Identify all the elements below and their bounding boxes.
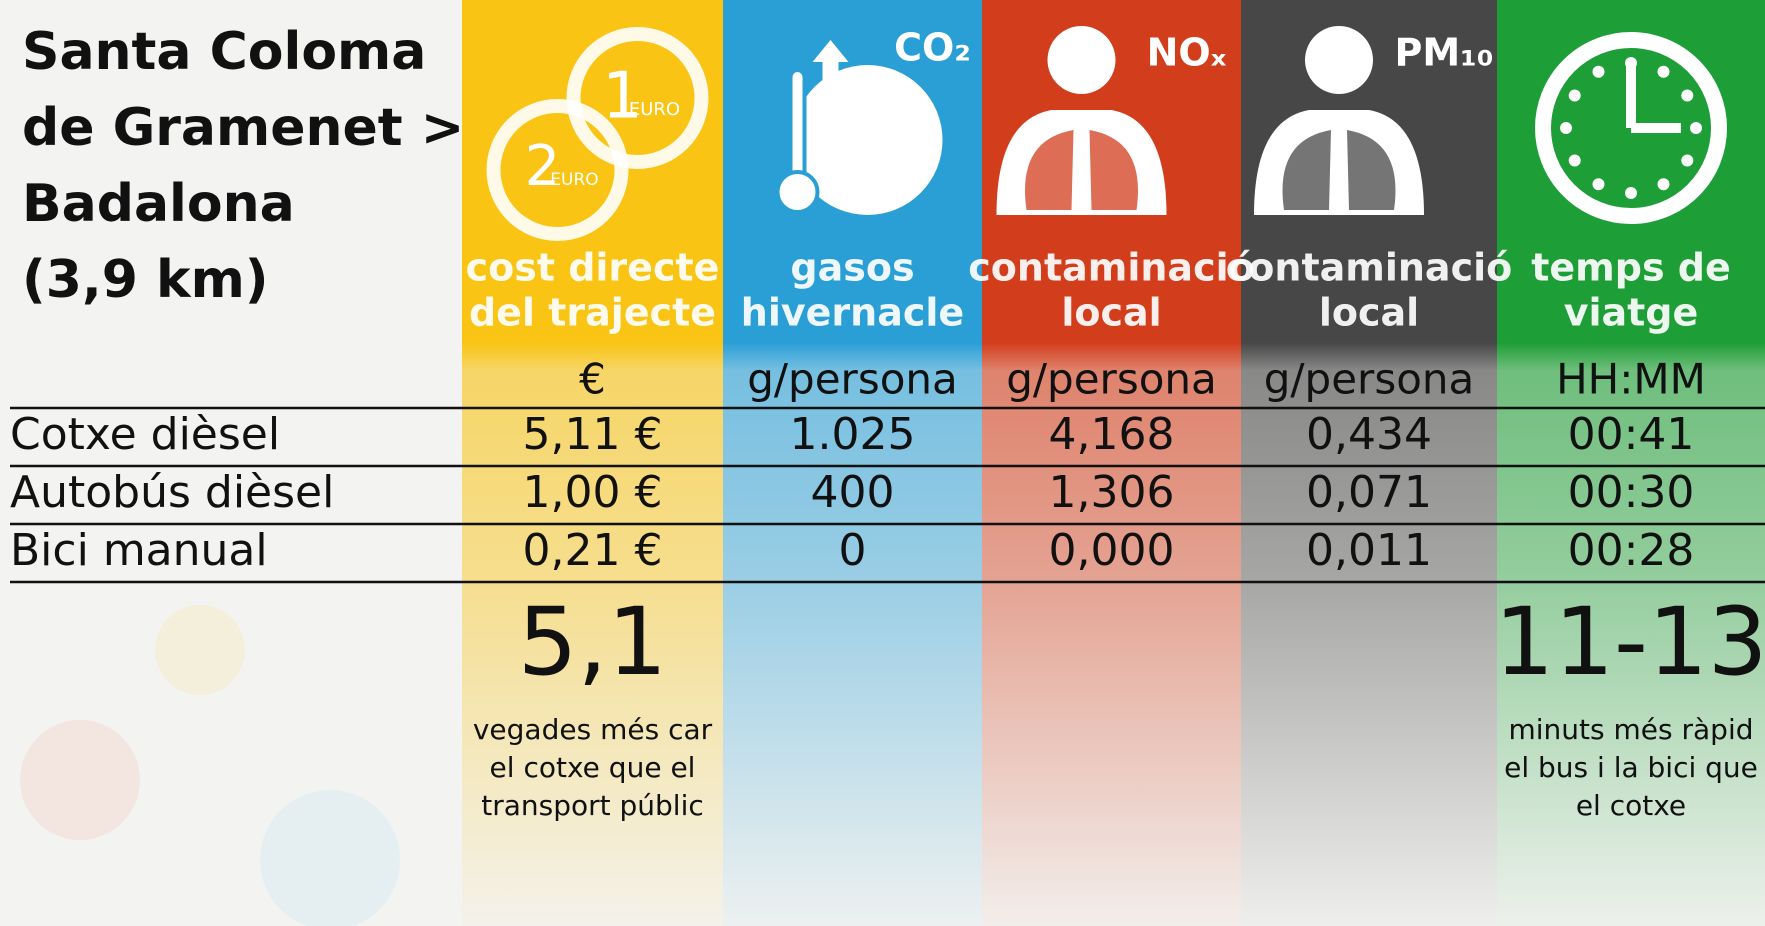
column-heading: local xyxy=(1061,291,1161,335)
icon-label: NOₓ xyxy=(1147,31,1227,75)
unit: HH:MM xyxy=(1556,355,1706,404)
note-line: minuts més ràpid xyxy=(1509,713,1754,746)
note-figure: 11-13 xyxy=(1494,588,1765,697)
column-heading: del trajecte xyxy=(469,291,716,335)
body xyxy=(1254,110,1424,215)
unit: g/persona xyxy=(1006,355,1217,404)
cell: 0,000 xyxy=(1049,525,1175,576)
decoration xyxy=(155,605,245,695)
note-line: el cotxe que el xyxy=(490,751,696,784)
note-line: el cotxe xyxy=(1576,789,1686,822)
clock-dot xyxy=(1560,122,1572,134)
column-heading: temps de xyxy=(1531,246,1731,290)
column-heading: cost directe xyxy=(466,246,720,290)
cell: 5,11 € xyxy=(523,409,663,460)
cell: 0,434 xyxy=(1306,409,1432,460)
cell: 0,21 € xyxy=(523,525,663,576)
unit: g/persona xyxy=(747,355,958,404)
cell: 1,306 xyxy=(1049,467,1175,518)
cell: 0,071 xyxy=(1306,467,1432,518)
clock-dot xyxy=(1569,90,1581,102)
clock-dot xyxy=(1690,122,1702,134)
cell: 1,00 € xyxy=(523,467,663,518)
note-line: el bus i la bici que xyxy=(1504,751,1758,784)
clock-dot xyxy=(1593,66,1605,78)
title-line: (3,9 km) xyxy=(22,250,269,310)
head xyxy=(1048,26,1116,94)
unit: g/persona xyxy=(1264,355,1475,404)
cell: 0 xyxy=(839,525,867,576)
column-heading: local xyxy=(1319,291,1419,335)
clock-dot xyxy=(1681,155,1693,167)
coin-number: 1 xyxy=(602,60,643,134)
clock-dot xyxy=(1593,178,1605,190)
cell: 00:30 xyxy=(1568,467,1695,518)
title-line: de Gramenet > xyxy=(22,98,464,158)
head xyxy=(1305,26,1373,94)
unit: € xyxy=(579,355,606,404)
cell: 400 xyxy=(811,467,895,518)
decoration xyxy=(20,720,140,840)
row-label: Autobús dièsel xyxy=(10,467,334,518)
icon-label: CO₂ xyxy=(894,26,971,70)
body xyxy=(997,110,1167,215)
infographic: Santa Coloma de Gramenet > Badalona (3,9 km… xyxy=(0,0,1765,926)
note-figure: 5,1 xyxy=(518,588,668,697)
clock-dot xyxy=(1681,90,1693,102)
cell: 0,011 xyxy=(1306,525,1432,576)
decoration xyxy=(260,790,400,926)
title-line: Badalona xyxy=(22,174,295,234)
note-line: transport públic xyxy=(481,789,704,822)
title-line: Santa Coloma xyxy=(22,22,426,82)
clock-dot xyxy=(1658,66,1670,78)
clock-dot xyxy=(1569,155,1581,167)
column-heading: contaminació xyxy=(968,246,1254,290)
cell: 4,168 xyxy=(1049,409,1175,460)
icon-label: PM₁₀ xyxy=(1395,31,1494,75)
column-heading: viatge xyxy=(1564,291,1699,335)
column-heading: gasos xyxy=(790,246,914,290)
row-label: Bici manual xyxy=(10,525,268,576)
cell: 1.025 xyxy=(790,409,916,460)
column-heading: contaminació xyxy=(1226,246,1512,290)
row-label: Cotxe dièsel xyxy=(10,409,280,460)
note-line: vegades més car xyxy=(473,713,713,746)
clock-dot xyxy=(1658,178,1670,190)
coin-label: EURO xyxy=(550,170,598,190)
clock-dot xyxy=(1625,187,1637,199)
coin-label: EURO xyxy=(629,99,680,120)
cell: 00:28 xyxy=(1568,525,1695,576)
cell: 00:41 xyxy=(1568,409,1695,460)
column-heading: hivernacle xyxy=(741,291,964,335)
thermometer-bulb xyxy=(778,172,818,212)
